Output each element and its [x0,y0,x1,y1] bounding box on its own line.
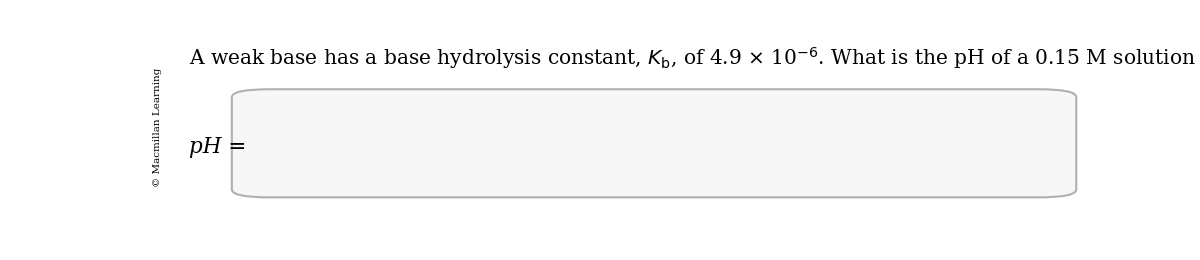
FancyBboxPatch shape [232,89,1076,197]
Text: © Macmillan Learning: © Macmillan Learning [152,68,162,187]
Text: A weak base has a base hydrolysis constant, $K_\mathrm{b}$, of 4.9 $\times$ 10$^: A weak base has a base hydrolysis consta… [190,45,1200,71]
Text: pH =: pH = [190,136,246,158]
